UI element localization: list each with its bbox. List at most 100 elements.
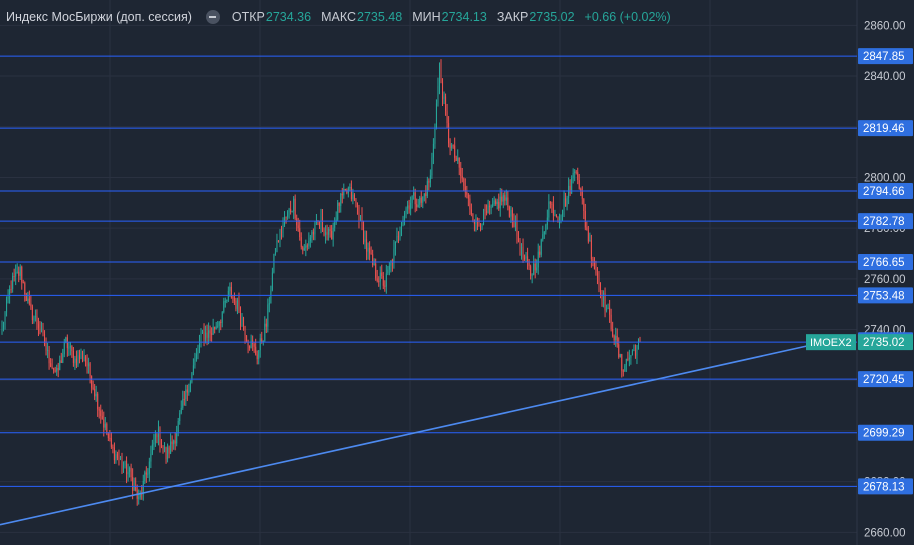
trend-line[interactable] <box>0 345 808 526</box>
candle-body <box>437 85 439 104</box>
candle-body <box>91 376 93 388</box>
candle-body <box>192 365 194 373</box>
candle-body <box>65 337 67 343</box>
candle-body <box>557 216 559 222</box>
candle-body <box>428 181 430 183</box>
candle-body <box>74 358 76 363</box>
candle-body <box>28 298 30 304</box>
candle-body <box>115 454 117 461</box>
candle-body <box>53 367 55 371</box>
candle-body <box>19 266 21 276</box>
candle-body <box>560 215 562 218</box>
candle-body <box>429 175 431 183</box>
candle-body <box>162 447 164 449</box>
candle-body <box>66 337 68 349</box>
candle-body <box>9 288 11 297</box>
candle-body <box>552 204 554 216</box>
candle-body <box>59 360 61 371</box>
candle-body <box>511 209 513 222</box>
candle-body <box>268 303 270 305</box>
candle-body <box>277 240 279 243</box>
candle-body <box>156 434 158 438</box>
candle-body <box>315 221 317 224</box>
candle-body <box>411 195 413 203</box>
candle-body <box>484 209 486 211</box>
candle-body <box>558 217 560 222</box>
candle-body <box>440 64 442 82</box>
open-value: 2734.36 <box>265 10 312 24</box>
candle-body <box>633 350 635 352</box>
candle-body <box>363 224 365 243</box>
candle-body <box>10 288 12 290</box>
candle-body <box>340 193 342 206</box>
candle-body <box>575 171 577 173</box>
candle-body <box>68 347 70 349</box>
candle-body <box>42 328 44 335</box>
candle-body <box>145 472 147 475</box>
y-tick-label: 2760.00 <box>864 274 906 286</box>
hide-series-button[interactable] <box>205 10 220 24</box>
candle-body <box>21 266 23 283</box>
candle-body <box>414 192 416 205</box>
candle-body <box>241 317 243 322</box>
candle-body <box>396 235 398 242</box>
candle-body <box>513 221 515 228</box>
y-tick-label: 2840.00 <box>864 71 906 83</box>
candle-body <box>569 185 571 194</box>
candle-body <box>527 256 529 263</box>
candle-body <box>110 438 112 447</box>
candle-body <box>388 265 390 270</box>
candle-body <box>422 196 424 203</box>
candle-body <box>3 324 5 328</box>
candle-body <box>487 205 489 213</box>
candle-body <box>265 323 267 327</box>
candle-body <box>397 235 399 238</box>
horizontal-levels[interactable] <box>0 55 857 487</box>
candle-body <box>274 252 276 254</box>
candle-body <box>191 372 193 383</box>
candle-body <box>236 300 238 309</box>
candle-body <box>600 283 602 295</box>
candle-body <box>290 208 292 213</box>
high-value: 2735.48 <box>357 10 403 24</box>
candle-body <box>60 360 62 363</box>
candle-body <box>612 329 614 337</box>
candle-body <box>341 193 343 196</box>
candle-body <box>413 192 415 196</box>
candle-body <box>545 224 547 232</box>
candle-body <box>296 218 298 226</box>
candle-body <box>432 143 434 158</box>
candle-body <box>334 222 336 228</box>
candle-body <box>492 204 494 208</box>
candle-body <box>221 311 223 323</box>
candle-body <box>161 445 162 448</box>
candle-body <box>495 200 497 204</box>
candle-body <box>164 447 166 449</box>
candle-body <box>338 202 340 206</box>
candle-body <box>355 200 357 203</box>
candle-body <box>198 343 200 352</box>
candle-body <box>407 205 409 209</box>
candle-body <box>112 446 114 448</box>
candle-body <box>126 460 128 475</box>
candle-body <box>610 314 612 330</box>
candle-body <box>151 444 153 454</box>
candle-body <box>517 235 519 242</box>
candle-body <box>116 454 118 458</box>
candle-body <box>39 327 41 332</box>
candle-body <box>97 393 99 410</box>
candle-body <box>173 440 175 445</box>
candle-body <box>566 197 568 207</box>
candle-body <box>30 303 32 307</box>
candle-body <box>601 294 603 301</box>
level-price-label: 2753.48 <box>863 290 905 302</box>
candle-body <box>524 257 526 259</box>
candle-body <box>78 355 80 359</box>
candle-body <box>47 350 49 352</box>
candle-body <box>75 358 77 366</box>
candle-body <box>589 240 591 242</box>
candle-body <box>463 178 465 187</box>
candle-body <box>519 241 521 254</box>
candle-body <box>170 441 172 454</box>
